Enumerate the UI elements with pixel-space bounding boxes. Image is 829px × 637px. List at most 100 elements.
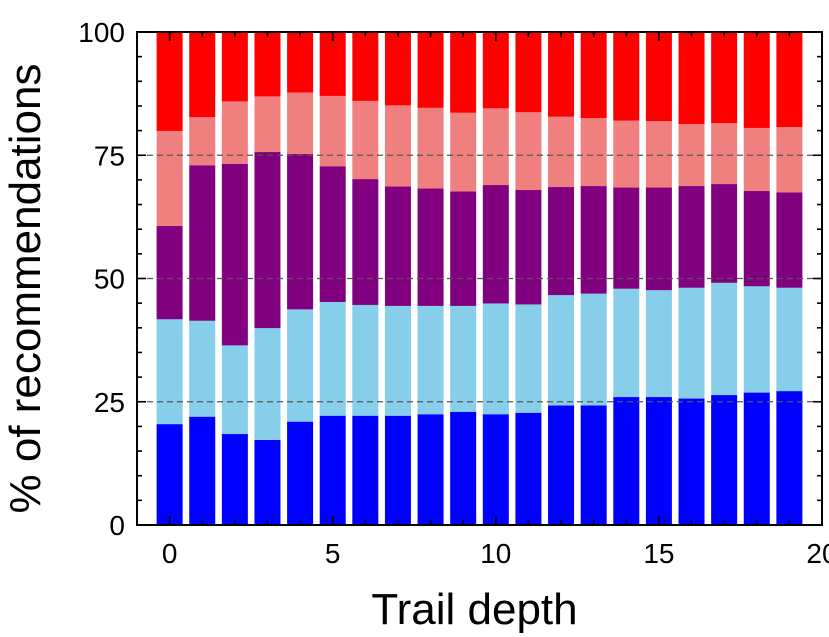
bar-segment-14-1 xyxy=(613,288,640,398)
bar-segment-17-1 xyxy=(711,282,738,396)
bar-segment-14-2 xyxy=(613,187,640,289)
bar-segment-7-1 xyxy=(384,305,411,416)
bar-segment-3-2 xyxy=(254,151,281,329)
ticks-layer xyxy=(137,31,823,526)
bar-segment-19-3 xyxy=(776,126,803,193)
bar-segment-2-1 xyxy=(221,345,248,435)
bar-segment-8-1 xyxy=(417,305,444,415)
bar-segment-8-3 xyxy=(417,107,444,189)
bar-segment-9-4 xyxy=(450,32,477,113)
bar-segment-6-1 xyxy=(352,304,379,416)
bar-segment-3-4 xyxy=(254,32,281,97)
bar-segment-18-2 xyxy=(743,190,770,287)
bar-segment-13-4 xyxy=(580,32,607,119)
bar-segment-9-0 xyxy=(450,411,477,526)
bar-segment-14-0 xyxy=(613,396,640,526)
bar-segment-10-2 xyxy=(482,184,509,304)
bar-segment-7-2 xyxy=(384,186,411,306)
bar-segment-16-1 xyxy=(678,287,705,399)
bar-segment-12-1 xyxy=(548,294,575,406)
bar-segment-4-2 xyxy=(287,153,314,310)
bar-segment-5-4 xyxy=(319,32,346,96)
bar-segment-12-2 xyxy=(548,186,575,296)
bar-segment-0-1 xyxy=(156,318,183,425)
bar-segment-2-3 xyxy=(221,101,248,164)
bar-segment-5-0 xyxy=(319,415,346,526)
bar-segment-1-0 xyxy=(189,416,216,526)
bar-segment-9-2 xyxy=(450,191,477,306)
bar-segment-10-4 xyxy=(482,32,509,109)
bar-segment-5-2 xyxy=(319,166,346,302)
bar-segment-16-0 xyxy=(678,398,705,526)
bar-segment-4-1 xyxy=(287,309,314,422)
bar-segment-16-2 xyxy=(678,185,705,288)
bar-segment-2-0 xyxy=(221,433,248,526)
bar-segment-19-4 xyxy=(776,32,803,127)
bar-segment-11-4 xyxy=(515,32,542,113)
bar-segment-15-1 xyxy=(645,289,672,398)
bar-segment-3-1 xyxy=(254,327,281,441)
bar-segment-14-4 xyxy=(613,32,640,121)
bar-segment-6-2 xyxy=(352,178,379,305)
bar-segment-10-1 xyxy=(482,303,509,415)
bar-segment-1-4 xyxy=(189,32,216,118)
y-tick-label: 50 xyxy=(94,264,125,295)
bar-segment-8-2 xyxy=(417,188,444,306)
x-tick-label: 5 xyxy=(325,538,341,569)
bar-segment-6-3 xyxy=(352,100,379,180)
bar-segment-17-2 xyxy=(711,183,738,283)
bar-segment-13-2 xyxy=(580,185,607,294)
y-tick-label: 100 xyxy=(78,17,125,48)
gridlines-layer xyxy=(137,154,822,403)
bar-segment-11-0 xyxy=(515,412,542,526)
bar-segment-0-4 xyxy=(156,32,183,131)
bar-segment-7-4 xyxy=(384,32,411,106)
bar-segment-1-1 xyxy=(189,320,216,417)
bar-segment-6-0 xyxy=(352,415,379,526)
bar-segment-18-3 xyxy=(743,127,770,192)
bar-segment-19-1 xyxy=(776,287,803,392)
bar-segment-3-3 xyxy=(254,96,281,153)
bar-segment-11-2 xyxy=(515,189,542,305)
bar-segment-15-3 xyxy=(645,120,672,188)
bar-segment-9-3 xyxy=(450,112,477,192)
bar-segment-19-2 xyxy=(776,192,803,288)
bar-segment-1-2 xyxy=(189,165,216,321)
bar-segment-8-0 xyxy=(417,414,444,526)
tick-labels-layer: 0 5 10 15 20 0 25 50 75 100 xyxy=(78,17,829,569)
y-axis-label: % of recommendations xyxy=(1,64,50,514)
bar-segment-12-4 xyxy=(548,32,575,117)
bar-segment-18-0 xyxy=(743,392,770,526)
bar-segment-17-0 xyxy=(711,394,738,526)
bar-segment-5-3 xyxy=(319,95,346,167)
bar-segment-6-4 xyxy=(352,32,379,101)
bar-segment-18-1 xyxy=(743,285,770,393)
bar-segment-3-0 xyxy=(254,439,281,526)
bar-segment-0-2 xyxy=(156,225,183,320)
x-tick-label: 15 xyxy=(643,538,674,569)
bar-segment-9-1 xyxy=(450,305,477,412)
bar-segment-0-3 xyxy=(156,130,183,227)
bar-segment-15-2 xyxy=(645,187,672,291)
bar-segment-10-0 xyxy=(482,414,509,526)
bar-segment-14-3 xyxy=(613,120,640,188)
x-axis-label: Trail depth xyxy=(371,585,577,634)
bar-segment-11-3 xyxy=(515,111,542,191)
bar-segment-13-1 xyxy=(580,293,607,406)
bar-segment-13-0 xyxy=(580,405,607,526)
bar-segment-16-4 xyxy=(678,32,705,124)
bar-segment-18-4 xyxy=(743,32,770,128)
bar-segment-17-3 xyxy=(711,122,738,185)
bar-segment-8-4 xyxy=(417,32,444,108)
bar-segment-15-0 xyxy=(645,396,672,526)
bar-segment-4-4 xyxy=(287,32,314,93)
y-tick-label: 75 xyxy=(94,140,125,171)
bar-segment-4-0 xyxy=(287,421,314,526)
bar-segment-10-3 xyxy=(482,107,509,186)
bar-segment-1-3 xyxy=(189,116,216,166)
bar-segment-2-2 xyxy=(221,163,248,346)
x-tick-label: 10 xyxy=(480,538,511,569)
bar-segment-17-4 xyxy=(711,32,738,124)
bar-segment-4-3 xyxy=(287,92,314,155)
